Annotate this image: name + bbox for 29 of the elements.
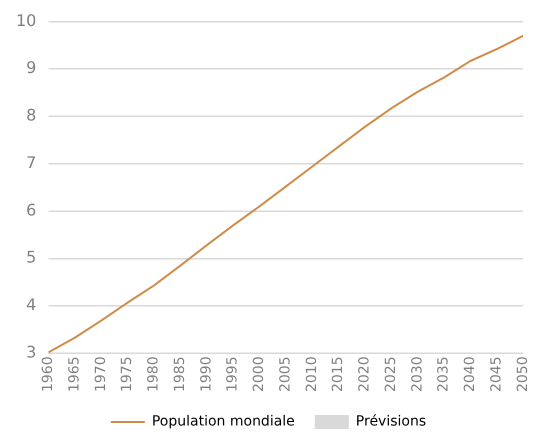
y-tick-label: 8 — [26, 106, 36, 125]
x-tick-label: 1960 — [40, 356, 56, 392]
x-tick-label: 2025 — [382, 356, 399, 392]
x-tick-label: 1980 — [146, 356, 162, 392]
y-tick-label: 5 — [26, 248, 36, 267]
x-tick-label: 2035 — [436, 356, 452, 392]
x-tick-label: 2000 — [251, 356, 268, 392]
y-tick-label: 9 — [26, 58, 36, 78]
x-tick-label: 2045 — [488, 356, 504, 392]
y-tick-label: 3 — [26, 342, 36, 362]
legend-label: Prévisions — [356, 414, 426, 430]
x-tick-label: 2040 — [462, 356, 478, 392]
y-tick-label: 7 — [26, 152, 36, 172]
x-tick-label: 1995 — [224, 356, 241, 392]
x-tick-label: 1985 — [172, 356, 188, 392]
y-tick-label: 6 — [26, 200, 36, 220]
x-tick-label: 2005 — [277, 356, 294, 392]
x-tick-label: 1975 — [119, 356, 136, 392]
x-tick-label: 1970 — [92, 356, 109, 392]
y-tick-label: 10 — [16, 10, 36, 30]
x-tick-label: 2030 — [409, 356, 426, 392]
x-tick-label: 2015 — [330, 356, 346, 392]
y-tick-label: 4 — [26, 295, 36, 314]
x-tick-label: 2020 — [356, 356, 373, 392]
x-tick-label: 1990 — [198, 356, 214, 392]
x-tick-label: 2050 — [514, 356, 531, 392]
x-tick-label: 2010 — [304, 356, 320, 392]
x-tick-label: 1965 — [66, 356, 82, 392]
legend-label: Population mondiale — [152, 414, 295, 430]
